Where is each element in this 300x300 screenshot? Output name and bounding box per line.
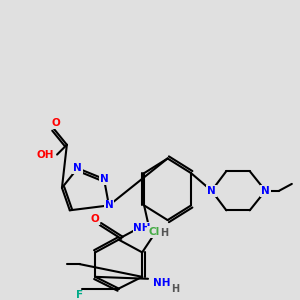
Text: O: O	[91, 214, 100, 224]
Text: N: N	[261, 186, 270, 196]
Text: O: O	[52, 118, 61, 128]
Text: Cl: Cl	[148, 227, 160, 237]
Text: NH: NH	[153, 278, 170, 288]
Text: OH: OH	[37, 150, 54, 160]
Text: N: N	[207, 186, 216, 196]
Text: F: F	[76, 290, 83, 300]
Text: NH: NH	[134, 223, 151, 233]
Text: N: N	[73, 163, 82, 173]
Text: H: H	[171, 284, 179, 294]
Text: H: H	[160, 228, 168, 238]
Text: N: N	[104, 200, 113, 210]
Text: N: N	[100, 174, 108, 184]
